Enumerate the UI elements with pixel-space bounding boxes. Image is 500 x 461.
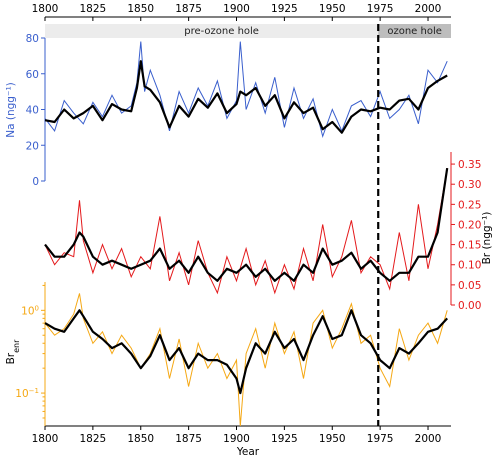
br-y-tick-label: 0.25 <box>458 199 481 211</box>
top-x-tick-label: 1875 <box>175 3 202 15</box>
br-smoothed-series <box>44 167 449 282</box>
br-y-tick-label: 0.00 <box>458 300 481 312</box>
na-y-tick-label: 80 <box>26 33 39 45</box>
brenr-smoothed-series <box>44 309 449 395</box>
bottom-x-tick-label: 1875 <box>175 433 202 445</box>
top-x-tick-label: 1925 <box>271 3 298 15</box>
top-x-tick-label: 1900 <box>223 3 250 15</box>
na-y-tick-label: 60 <box>26 69 39 81</box>
pre-ozone-hole-label: pre-ozone hole <box>184 26 259 37</box>
bottom-x-tick-label: 1950 <box>319 433 346 445</box>
bottom-x-axis: 1800 1825 1850 1875 1900 1925 1950 1975 2000 <box>32 425 451 445</box>
brenr-y-tick-exponent: 0 <box>35 304 39 312</box>
top-x-tick-label: 1800 <box>32 3 59 15</box>
brenr-y-tick-label: 100 <box>21 304 39 317</box>
bromine-panel: Br (ngg⁻¹) 0.00 0.05 0.10 0.15 0.20 0.25 0.30 0… <box>44 152 493 312</box>
top-x-axis: 1800 1825 1850 1875 1900 1925 1950 1975 2000 <box>32 3 451 21</box>
na-y-tick-label: 20 <box>26 140 39 152</box>
bottom-x-tick-label: 1925 <box>271 433 298 445</box>
bromine-y-axis-title: Br (ngg⁻¹) <box>481 212 493 265</box>
br-y-tick-label: 0.20 <box>458 219 481 231</box>
ozone-hole-band <box>378 24 451 38</box>
na-y-tick-label: 0 <box>32 176 39 188</box>
brenr-y-tick-label: 10−1 <box>15 387 39 400</box>
top-x-tick-label: 1825 <box>80 3 107 15</box>
br-y-tick-label: 0.30 <box>458 179 481 191</box>
brenr-y-tick-exponent: −1 <box>29 387 39 395</box>
bottom-x-tick-label: 1975 <box>367 433 394 445</box>
na-smoothed-series <box>44 60 448 134</box>
bottom-x-tick-label: 1850 <box>127 433 154 445</box>
top-x-tick-label: 2000 <box>415 3 442 15</box>
pre-ozone-band <box>45 24 379 38</box>
br-annual-series <box>44 168 448 295</box>
bromine-enrichment-label-main: Br <box>5 352 17 364</box>
sodium-panel: Na (ngg⁻¹) 0 20 40 60 80 <box>5 33 448 188</box>
bromine-enrichment-label-subscript: enr <box>12 339 21 353</box>
brenr-annual-series <box>44 293 448 427</box>
bottom-x-tick-label: 2000 <box>415 433 442 445</box>
br-y-tick-label: 0.05 <box>458 280 481 292</box>
ozone-hole-label: ozone hole <box>387 26 442 37</box>
period-band: pre-ozone hole ozone hole <box>45 24 451 38</box>
bottom-x-tick-label: 1900 <box>223 433 250 445</box>
top-x-tick-label: 1975 <box>367 3 394 15</box>
top-x-tick-label: 1950 <box>319 3 346 15</box>
bottom-x-tick-label: 1800 <box>32 433 59 445</box>
bromine-enrichment-panel: Brenr 100 10−1 <box>5 282 449 427</box>
na-y-tick-label: 40 <box>26 105 39 117</box>
na-annual-series <box>44 41 448 139</box>
br-y-tick-label: 0.15 <box>458 240 481 252</box>
br-y-tick-label: 0.35 <box>458 159 481 171</box>
top-x-tick-label: 1850 <box>127 3 154 15</box>
bromine-enrichment-y-axis-title: Brenr <box>5 339 21 365</box>
bottom-x-tick-label: 1825 <box>80 433 107 445</box>
br-y-tick-label: 0.10 <box>458 260 481 272</box>
sodium-y-axis-title: Na (ngg⁻¹) <box>5 82 17 138</box>
x-axis-title: Year <box>236 446 260 458</box>
